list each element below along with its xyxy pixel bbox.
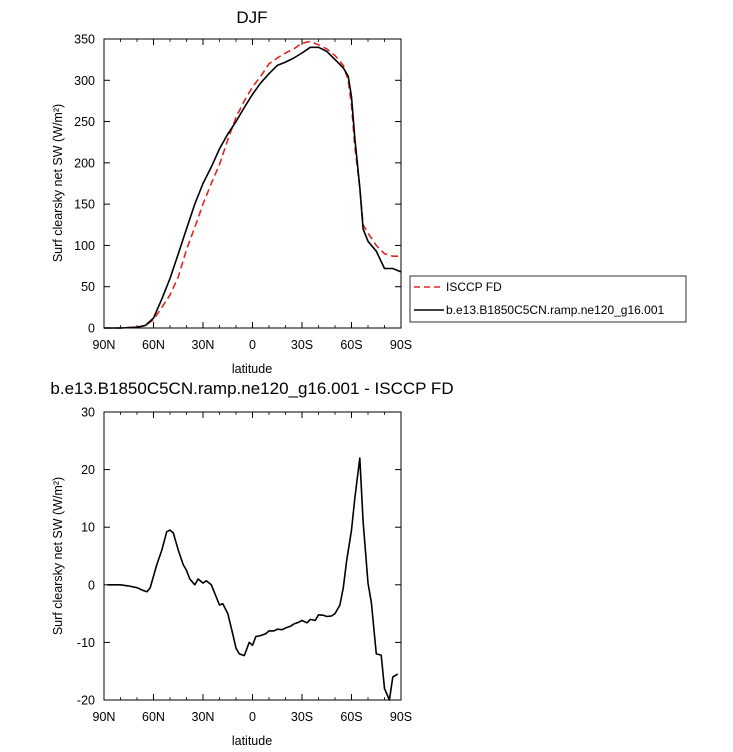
legend-label-isccp: ISCCP FD (446, 280, 502, 294)
top-x-tick-label: 30N (192, 338, 215, 352)
legend-label-model: b.e13.B1850C5CN.ramp.ne120_g16.001 (446, 303, 664, 317)
bottom-x-tick-label: 90N (93, 710, 116, 724)
top-plot-frame (103, 38, 402, 329)
top-chart-title: DJF (236, 8, 267, 27)
top-y-axis-label: Surf clearsky net SW (W/m²) (51, 104, 65, 262)
top-y-tick-label: 250 (74, 115, 95, 129)
bottom-y-axis-label: Surf clearsky net SW (W/m²) (51, 477, 65, 635)
top-x-tick-label: 90N (93, 338, 116, 352)
bottom-series-line-0 (107, 457, 399, 701)
top-x-tick-label: 30S (291, 338, 313, 352)
top-x-axis-label: latitude (232, 362, 272, 376)
top-series-line-1 (104, 46, 402, 329)
top-y-tick-label: 200 (74, 156, 95, 170)
bottom-x-tick-label: 90S (390, 710, 412, 724)
bottom-y-tick-label: 30 (81, 406, 95, 420)
top-y-tick-label: 100 (74, 239, 95, 253)
top-legend: ISCCP FD b.e13.B1850C5CN.ramp.ne120_g16.… (409, 275, 687, 323)
bottom-y-tick-label: 10 (81, 521, 95, 535)
top-y-tick-label: 300 (74, 74, 95, 88)
bottom-x-tick-label: 60N (142, 710, 165, 724)
top-x-tick-label: 0 (249, 338, 256, 352)
top-series-group (104, 40, 402, 329)
top-y-tick-label: 50 (81, 280, 95, 294)
bottom-series-group (107, 457, 399, 701)
bottom-y-tick-labels: 90N 60N 30N 0 30S 60S 90S -20 -10 0 10 20 30 (77, 406, 412, 725)
bottom-chart-title: b.e13.B1850C5CN.ramp.ne120_g16.001 - ISC… (50, 379, 453, 398)
top-y-tick-label: 0 (88, 322, 95, 336)
bottom-y-tick-label: -10 (77, 636, 95, 650)
bottom-y-tick-label: 0 (88, 578, 95, 592)
top-chart: DJF 90N 60N 30N 0 30S 60S 90S 0 50 100 150 200 250 30… (51, 8, 687, 376)
bottom-x-tick-label: 30N (192, 710, 215, 724)
top-series-line-0 (104, 40, 401, 329)
bottom-x-axis-label: latitude (232, 734, 272, 748)
bottom-y-axis-label-text: Surf clearsky net SW (W/m²) (51, 477, 65, 635)
top-x-tick-label: 90S (390, 338, 412, 352)
legend-box (409, 275, 687, 323)
top-y-tick-labels: 90N 60N 30N 0 30S 60S 90S 0 50 100 150 200 250 300 350 (74, 33, 412, 353)
bottom-y-tick-label: -20 (77, 694, 95, 708)
top-y-tick-label: 350 (74, 33, 95, 47)
bottom-plot-frame (103, 411, 402, 701)
bottom-x-tick-label: 0 (249, 710, 256, 724)
bottom-chart: b.e13.B1850C5CN.ramp.ne120_g16.001 - ISC… (50, 379, 453, 748)
top-x-tick-label: 60N (142, 338, 165, 352)
bottom-x-tick-label: 30S (291, 710, 313, 724)
top-y-axis-label-text: Surf clearsky net SW (W/m²) (51, 104, 65, 262)
bottom-x-tick-label: 60S (340, 710, 362, 724)
top-x-tick-label: 60S (340, 338, 362, 352)
bottom-y-tick-label: 20 (81, 463, 95, 477)
top-y-tick-label: 150 (74, 198, 95, 212)
